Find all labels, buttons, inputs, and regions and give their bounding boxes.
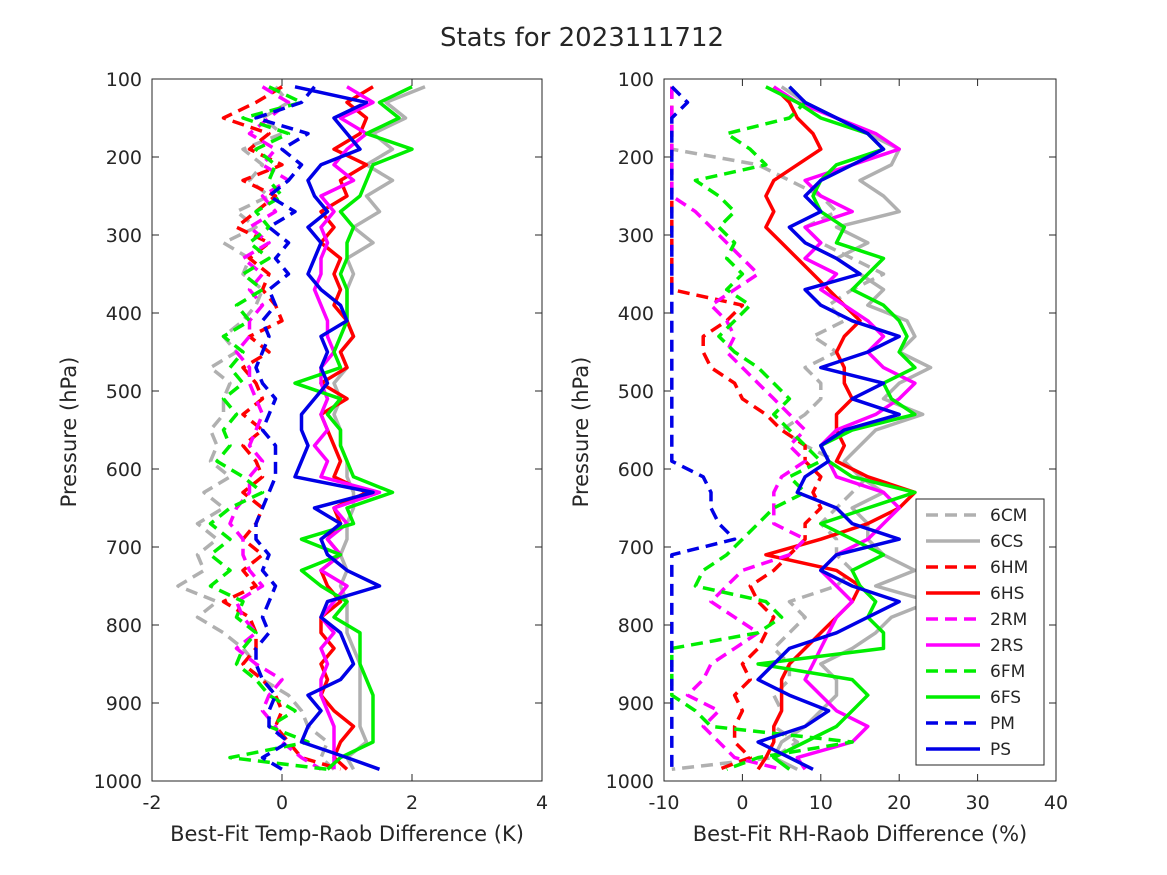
x-tick-label: 20 — [887, 792, 911, 814]
series-line-ps — [293, 85, 382, 771]
series-line-6cm — [176, 85, 336, 771]
y-tick-label: 900 — [106, 693, 142, 715]
x-tick-label: 0 — [276, 792, 288, 814]
series-line-ps — [756, 85, 901, 771]
legend-label: 6HS — [990, 584, 1024, 604]
series-line-2rm — [670, 86, 807, 771]
legend-label: 2RM — [990, 610, 1027, 630]
y-tick-label: 700 — [106, 537, 142, 559]
series-line-6fs — [756, 85, 917, 771]
series-line-6fm — [670, 85, 854, 771]
y-tick-label: 700 — [618, 537, 654, 559]
x-tick-label: 30 — [966, 792, 990, 814]
series-line-6cs — [772, 85, 933, 771]
y-tick-label: 100 — [106, 69, 142, 91]
y-tick-label: 200 — [618, 147, 654, 169]
y-tick-label: 600 — [618, 459, 654, 481]
x-tick-label: 40 — [1044, 792, 1068, 814]
legend-label: 2RS — [990, 636, 1023, 656]
y-axis-label: Pressure (hPa) — [569, 357, 593, 508]
y-axis-label: Pressure (hPa) — [57, 357, 81, 508]
series-line-2rm — [228, 85, 322, 771]
legend-label: 6FS — [990, 688, 1021, 708]
temperature-panel: -2 0 2 4 100 200 300 400 500 600 700 800 900 1000 Best… — [57, 69, 548, 846]
series-line-6cm — [670, 86, 886, 772]
rh-panel: -10 0 10 20 30 40 100 200 300 400 500 600 700 800 900 1… — [569, 69, 1068, 846]
y-tick-label: 400 — [618, 303, 654, 325]
y-tick-label: 500 — [106, 381, 142, 403]
axes-frame — [151, 78, 543, 782]
series-line-6fm — [208, 85, 328, 772]
series-line-pm — [670, 85, 737, 770]
x-tick-label: -10 — [648, 792, 679, 814]
x-tick-label: 0 — [736, 792, 748, 814]
legend-label: 6CS — [990, 532, 1023, 552]
x-axis-label: Best-Fit RH-Raob Difference (%) — [693, 822, 1027, 846]
series-line-6hm — [670, 86, 823, 771]
series-line-6cs — [332, 85, 426, 771]
y-tick-label: 300 — [618, 225, 654, 247]
y-tick-label: 1000 — [606, 771, 654, 793]
figure-title: Stats for 2023111712 — [440, 23, 724, 53]
series-line-6fs — [293, 85, 414, 771]
y-tick-label: 800 — [106, 615, 142, 637]
x-tick-label: 4 — [536, 792, 548, 814]
y-tick-label: 1000 — [94, 771, 142, 793]
series-line-6hm — [221, 85, 342, 771]
series-line-2rs — [772, 85, 917, 771]
legend-box — [915, 498, 1045, 766]
legend-label: 6HM — [990, 558, 1028, 578]
y-tick-label: 600 — [106, 459, 142, 481]
legend-label: PM — [990, 714, 1015, 734]
series-group — [670, 85, 933, 772]
y-tick-label: 800 — [618, 615, 654, 637]
x-axis-label: Best-Fit Temp-Raob Difference (K) — [170, 822, 524, 846]
series-line-6hs — [319, 85, 374, 771]
y-tick-label: 900 — [618, 693, 654, 715]
series-line-pm — [254, 85, 316, 771]
legend: 6CM 6CS 6HM 6HS 2RM 2RS 6FM 6FS PM PS — [915, 498, 1045, 766]
y-tick-label: 500 — [618, 381, 654, 403]
y-tick-label: 100 — [618, 69, 654, 91]
series-line-2rs — [312, 85, 382, 770]
y-tick-label: 300 — [106, 225, 142, 247]
axes-frame — [663, 78, 1057, 782]
legend-label: 6CM — [990, 506, 1027, 526]
series-group — [176, 85, 426, 772]
y-tick-label: 400 — [106, 303, 142, 325]
legend-label: PS — [990, 740, 1011, 760]
x-tick-label: 2 — [406, 792, 418, 814]
legend-label: 6FM — [990, 662, 1025, 682]
x-tick-label: -2 — [143, 792, 162, 814]
x-tick-label: 10 — [809, 792, 833, 814]
y-tick-label: 200 — [106, 147, 142, 169]
